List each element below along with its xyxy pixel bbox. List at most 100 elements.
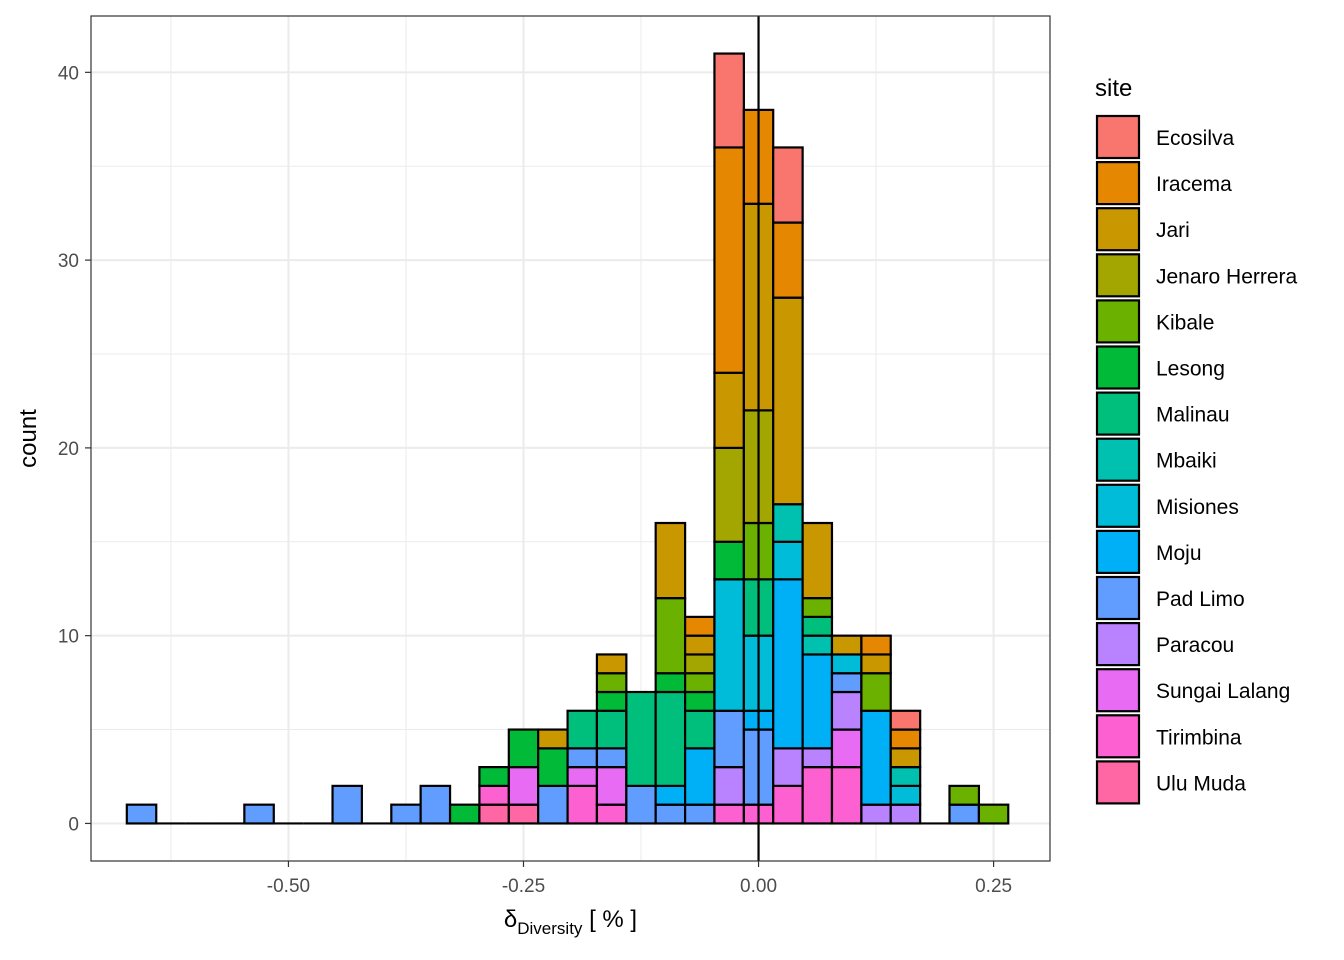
bar-segment — [331, 784, 363, 825]
bar-segment — [684, 672, 716, 694]
bar-segment — [801, 766, 834, 825]
legend-items: Ecosilva Iracema Jari Jenaro Herrera Kibale L… — [1095, 114, 1298, 805]
legend-swatch — [1095, 621, 1141, 667]
bar-segment — [801, 747, 834, 769]
bar-segment — [830, 672, 863, 694]
legend-label: Malinau — [1156, 404, 1230, 427]
bar-segment — [860, 709, 892, 806]
bar-segment — [566, 784, 599, 825]
y-tick-label: 0 — [68, 814, 79, 835]
y-tick-label: 10 — [58, 627, 79, 648]
bar-segment — [801, 653, 834, 750]
bar-segment — [860, 803, 892, 825]
bar-segment — [507, 728, 540, 769]
legend-label: Paracou — [1156, 634, 1234, 657]
bar-segment — [537, 728, 569, 750]
bar-segment — [801, 615, 834, 637]
bar-segment — [537, 747, 569, 787]
x-tick-label: -0.25 — [502, 876, 545, 897]
legend-swatch — [1095, 161, 1141, 206]
legend-label: Ulu Muda — [1156, 772, 1246, 795]
legend-swatch — [1095, 253, 1141, 298]
bar-segment — [860, 672, 892, 712]
bar-segment — [684, 747, 716, 806]
x-tick-label: 0.25 — [975, 876, 1012, 897]
bar-segment — [625, 690, 657, 787]
bar-segment — [772, 784, 804, 825]
bar-segment — [772, 221, 804, 299]
bar-segment — [830, 728, 863, 769]
legend-label: Ecosilva — [1156, 127, 1235, 150]
legend-label: Jari — [1156, 219, 1190, 242]
legend-swatch — [1095, 483, 1141, 528]
bar-segment — [419, 784, 452, 825]
y-tick-label: 40 — [58, 63, 79, 84]
y-tick-label: 30 — [58, 251, 79, 272]
legend-label: Kibale — [1156, 311, 1214, 334]
bar-segment — [566, 709, 599, 750]
bar-segment — [830, 690, 863, 731]
x-tick-label: -0.50 — [267, 876, 310, 897]
bar-segment — [830, 634, 863, 656]
legend-swatch — [1095, 345, 1141, 390]
bar-segment — [507, 766, 540, 806]
legend-swatch — [1095, 760, 1141, 805]
bar-segment — [595, 803, 628, 825]
bar-segment — [889, 747, 922, 769]
bar-segment — [801, 521, 834, 600]
bar-segment — [801, 634, 834, 656]
bar-segment — [243, 803, 275, 825]
bar-segment — [595, 653, 628, 675]
bar-segment — [772, 578, 804, 750]
legend-label: Pad Limo — [1156, 588, 1245, 611]
bar-segment — [654, 521, 687, 600]
bar-segment — [654, 784, 687, 806]
legend-swatch — [1095, 668, 1141, 713]
bar-segment — [860, 653, 892, 675]
panel-border — [90, 15, 1051, 862]
bar-segment — [625, 784, 657, 825]
x-axis-title-subscript: Diversity — [517, 919, 583, 938]
legend-swatch — [1095, 207, 1141, 252]
bar-segment — [860, 634, 892, 656]
bar-segment — [684, 615, 716, 637]
bar-segment — [889, 803, 922, 825]
bar-segment — [478, 803, 510, 825]
legend-label: Lesong — [1156, 358, 1225, 381]
legend-swatch — [1095, 714, 1141, 759]
bar-segment — [684, 709, 716, 750]
legend-label: Moju — [1156, 542, 1202, 565]
bar-segment — [713, 371, 745, 449]
bar-segment — [772, 747, 804, 787]
bar-segment — [830, 653, 863, 675]
legend-label: Misiones — [1156, 496, 1239, 519]
x-axis-ticks: -0.50 -0.25 0.00 0.25 — [267, 861, 1012, 897]
bar-segment — [566, 766, 599, 787]
bar-segment — [654, 672, 687, 694]
bar-segment — [713, 766, 745, 806]
legend-swatch — [1095, 299, 1141, 344]
bar-segment — [889, 784, 922, 806]
x-axis-title: δDiversity [ % ] — [504, 906, 637, 938]
bar-segment — [654, 597, 687, 675]
bar-segment — [595, 672, 628, 694]
legend-swatch — [1095, 391, 1141, 436]
bar-segment — [390, 803, 422, 825]
bar-segment — [830, 766, 863, 825]
bar-segment — [684, 653, 716, 675]
bar-segment — [713, 709, 745, 769]
legend-label: Mbaiki — [1156, 450, 1217, 473]
bar-segment — [478, 766, 510, 787]
legend-label: Iracema — [1156, 173, 1232, 196]
y-tick-label: 20 — [58, 439, 79, 460]
legend-label: Tirimbina — [1156, 726, 1242, 749]
bar-segment — [595, 709, 628, 750]
bar-segment — [713, 578, 745, 712]
legend-swatch — [1095, 437, 1141, 482]
bar-segment — [595, 690, 628, 712]
bar-segment — [595, 766, 628, 806]
bar-segment — [595, 747, 628, 769]
bar-segment — [654, 803, 687, 825]
bar-segment — [713, 146, 745, 374]
